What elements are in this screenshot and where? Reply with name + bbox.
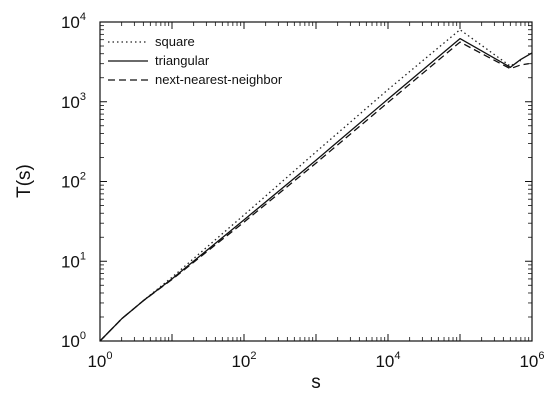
legend-label-triangular: triangular xyxy=(155,53,210,68)
x-tick-label: 104 xyxy=(375,350,400,371)
y-tick-label: 103 xyxy=(61,91,86,112)
tick-marks xyxy=(99,21,533,342)
legend-label-next-nearest-neighbor: next-nearest-neighbor xyxy=(155,72,283,87)
y-tick-label: 104 xyxy=(61,11,86,32)
x-tick-label: 102 xyxy=(231,350,256,371)
plot-frame xyxy=(99,21,533,342)
series-lines xyxy=(99,29,533,342)
x-axis-label: s xyxy=(311,372,321,393)
legend: square triangular next-nearest-neighbor xyxy=(108,34,283,87)
x-tick-label: 100 xyxy=(87,350,112,371)
y-tick-label: 100 xyxy=(61,330,86,351)
x-tick-label: 106 xyxy=(519,350,544,371)
series-line-next-nearest-neighbor xyxy=(99,41,529,342)
legend-label-square: square xyxy=(155,34,195,49)
y-tick-label: 102 xyxy=(61,171,86,192)
y-tick-label: 101 xyxy=(61,250,86,271)
tick-labels: 100 102 104 106 100 101 102 103 104 xyxy=(61,11,545,371)
y-axis-label: T(s) xyxy=(14,164,35,198)
